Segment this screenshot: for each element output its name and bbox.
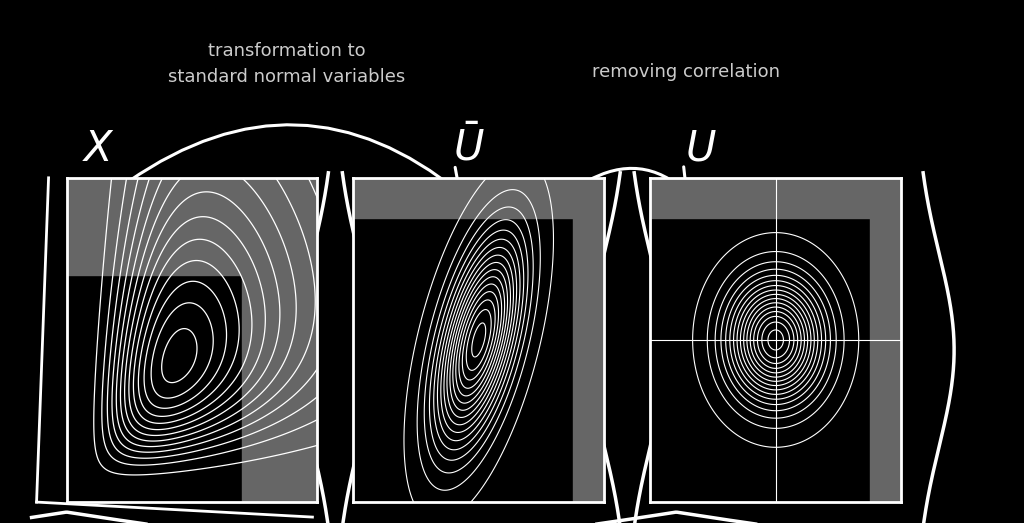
FancyArrowPatch shape — [587, 167, 686, 192]
Text: $\bar{\mathit{U}}$: $\bar{\mathit{U}}$ — [453, 127, 484, 170]
Text: $\mathit{X}$: $\mathit{X}$ — [82, 128, 115, 170]
Text: $\mathit{U}$: $\mathit{U}$ — [685, 128, 717, 170]
FancyArrowPatch shape — [129, 125, 460, 194]
Text: removing correlation: removing correlation — [592, 63, 780, 81]
Text: transformation to
standard normal variables: transformation to standard normal variab… — [168, 42, 406, 86]
